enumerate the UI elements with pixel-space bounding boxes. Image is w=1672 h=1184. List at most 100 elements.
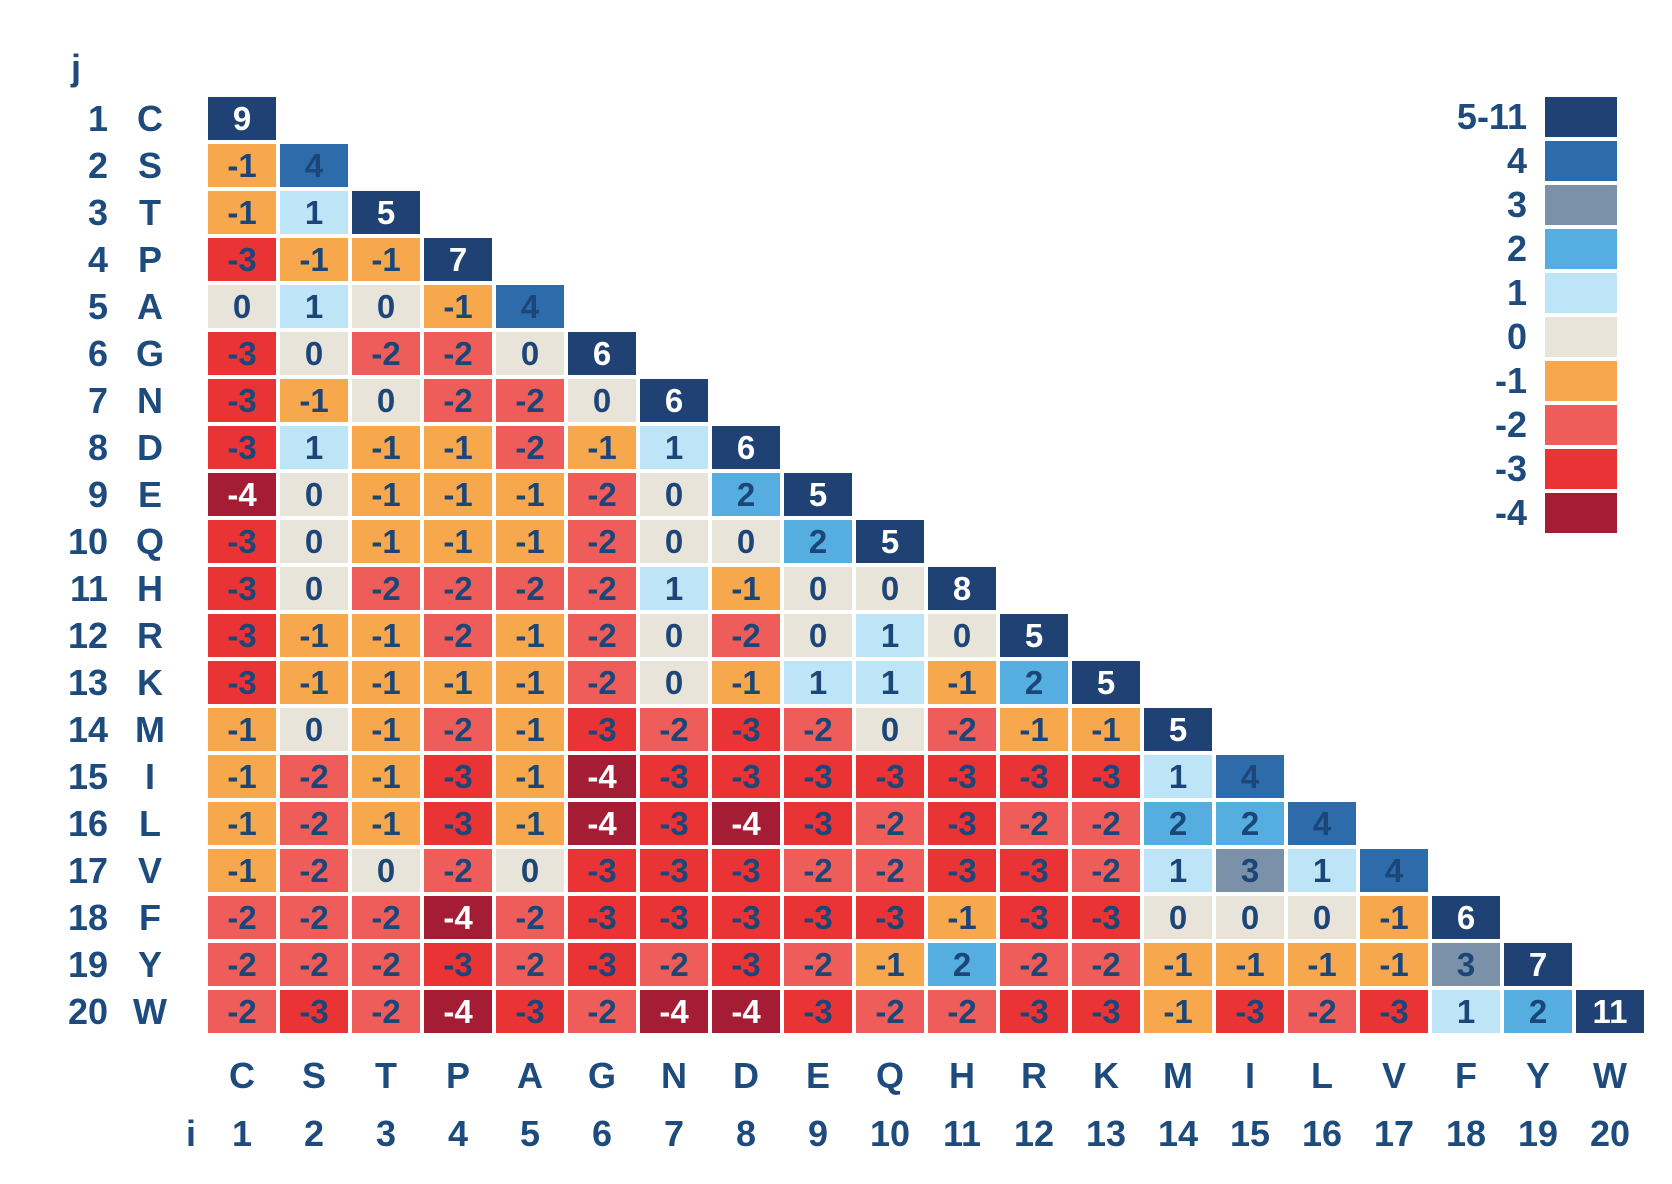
matrix-cell: 0	[494, 330, 566, 377]
matrix-cell: -2	[998, 941, 1070, 988]
row-index-label: 2	[87, 144, 108, 186]
matrix-cell: 5	[1070, 659, 1142, 706]
row-index-label: 19	[67, 943, 108, 985]
matrix-cell: -1	[494, 753, 566, 800]
matrix-cell: -1	[1070, 706, 1142, 753]
matrix-cell: -2	[278, 753, 350, 800]
row-index-label: 14	[67, 708, 108, 750]
row-index-label: 11	[69, 567, 108, 609]
col-index-label: 15	[1229, 1113, 1271, 1154]
col-residue-label: E	[805, 1055, 830, 1096]
matrix-cell: 1	[1430, 988, 1502, 1035]
row-index-label: 9	[87, 473, 108, 515]
row-residue-label: V	[137, 849, 162, 891]
matrix-cell: -3	[566, 941, 638, 988]
legend-swatch	[1543, 315, 1619, 359]
matrix-cell: -3	[638, 894, 710, 941]
matrix-cell: -1	[422, 471, 494, 518]
matrix-cell: -4	[566, 800, 638, 847]
row-index-label: 4	[87, 238, 108, 280]
matrix-cell: -3	[206, 659, 278, 706]
col-index-label: 18	[1445, 1113, 1487, 1154]
matrix-cell: -3	[782, 894, 854, 941]
matrix-cell: 6	[1430, 894, 1502, 941]
col-index-label: 11	[942, 1113, 982, 1154]
matrix-cell: 6	[710, 424, 782, 471]
matrix-cell: -1	[926, 894, 998, 941]
matrix-cell: -1	[1286, 941, 1358, 988]
col-residue-label: Y	[1525, 1055, 1550, 1096]
col-index-label: 10	[869, 1113, 911, 1154]
matrix-cell: -3	[422, 753, 494, 800]
matrix-cell: -1	[350, 424, 422, 471]
matrix-cell: -3	[494, 988, 566, 1035]
matrix-cell: 3	[1214, 847, 1286, 894]
matrix-cell: -3	[278, 988, 350, 1035]
matrix-cell: -2	[422, 330, 494, 377]
matrix-cell: -2	[350, 988, 422, 1035]
row-index-label: 13	[67, 661, 108, 703]
matrix-cell: 4	[278, 142, 350, 189]
matrix-cell: 5	[1142, 706, 1214, 753]
matrix-cell: -3	[638, 847, 710, 894]
col-residue-label: G	[587, 1055, 616, 1096]
matrix-cell: 1	[1142, 847, 1214, 894]
matrix-cell: -2	[782, 941, 854, 988]
matrix-cell: 1	[1142, 753, 1214, 800]
matrix-cell: -2	[1286, 988, 1358, 1035]
matrix-cell: 0	[926, 612, 998, 659]
matrix-cell: -1	[350, 659, 422, 706]
legend-label: -4	[1494, 492, 1527, 533]
matrix-cell: -4	[710, 800, 782, 847]
matrix-cell: 11	[1574, 988, 1646, 1035]
legend-swatch	[1543, 359, 1619, 403]
matrix-cell: 1	[278, 283, 350, 330]
matrix-cell: 2	[998, 659, 1070, 706]
matrix-cell: -3	[782, 800, 854, 847]
matrix-cell: -3	[206, 424, 278, 471]
matrix-cell: -3	[710, 894, 782, 941]
row-residue-label: Q	[135, 520, 164, 562]
matrix-cell: 4	[494, 283, 566, 330]
col-residue-label: A	[517, 1055, 543, 1096]
matrix-cell: 0	[710, 518, 782, 565]
matrix-cell: -4	[206, 471, 278, 518]
row-index-label: 17	[67, 849, 108, 891]
matrix-cell: -3	[998, 894, 1070, 941]
matrix-cell: -3	[1070, 988, 1142, 1035]
matrix-cell: 5	[854, 518, 926, 565]
matrix-cell: -1	[494, 471, 566, 518]
matrix-cell: 0	[782, 565, 854, 612]
matrix-cell: -3	[566, 894, 638, 941]
col-index-label: 3	[375, 1113, 397, 1154]
matrix-cell: -1	[494, 518, 566, 565]
matrix-cell: 0	[278, 330, 350, 377]
col-residue-label: W	[1593, 1055, 1627, 1096]
matrix-cell: 2	[1502, 988, 1574, 1035]
matrix-cell: -2	[782, 847, 854, 894]
matrix-cell: -1	[566, 424, 638, 471]
legend-label: 4	[1506, 140, 1527, 181]
matrix-cell: 9	[206, 95, 278, 142]
matrix-cell: -1	[206, 800, 278, 847]
matrix-cell: -3	[710, 941, 782, 988]
col-index-label: 1	[231, 1113, 253, 1154]
matrix-cell: -2	[278, 800, 350, 847]
matrix-cell: -3	[854, 753, 926, 800]
col-residue-label: V	[1381, 1055, 1406, 1096]
matrix-cell: -3	[998, 847, 1070, 894]
legend-label: 2	[1506, 228, 1527, 269]
matrix-cell: 2	[782, 518, 854, 565]
matrix-cell: -2	[422, 565, 494, 612]
row-residue-label: M	[135, 708, 165, 750]
matrix-cell: -1	[422, 518, 494, 565]
row-residue-label: I	[144, 755, 155, 797]
row-index-label: 15	[67, 755, 108, 797]
matrix-cell: -2	[350, 330, 422, 377]
matrix-cell: 6	[566, 330, 638, 377]
matrix-cell: -3	[206, 236, 278, 283]
matrix-cell: -1	[1142, 941, 1214, 988]
matrix-cell: -3	[206, 330, 278, 377]
legend-label: 5-11	[1456, 96, 1527, 137]
